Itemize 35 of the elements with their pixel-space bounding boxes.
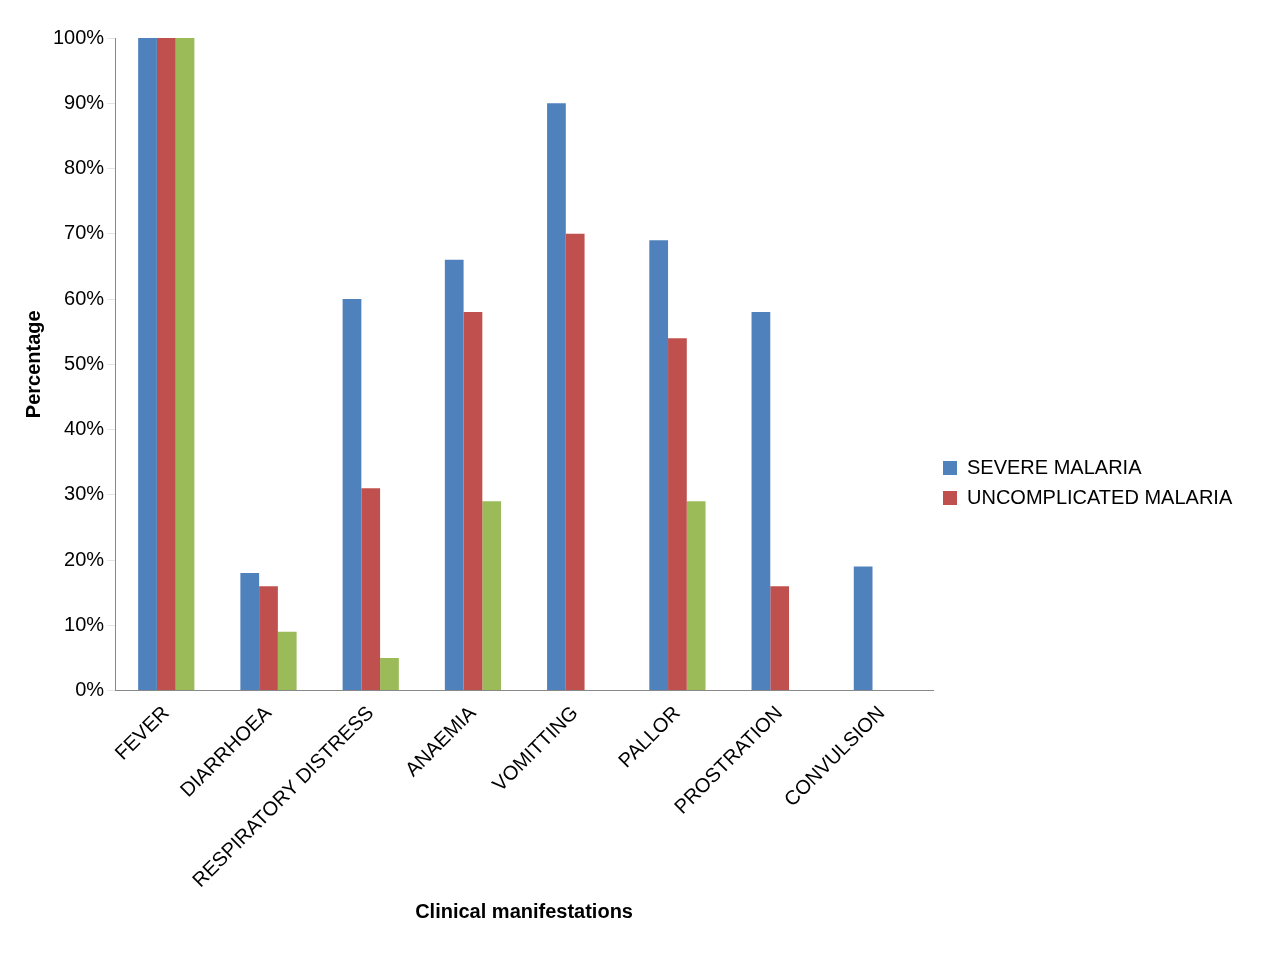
legend-label: SEVERE MALARIA — [967, 455, 1143, 478]
y-tick-label: 30% — [64, 482, 105, 505]
bar — [463, 312, 483, 691]
y-tick-label: 10% — [64, 612, 105, 635]
bar — [156, 38, 176, 691]
y-axis-title: Percentage — [21, 310, 44, 419]
legend-label: UNCOMPLICATED MALARIA — [967, 485, 1233, 508]
bar — [482, 501, 502, 691]
y-tick-label: 90% — [64, 90, 105, 113]
y-tick-label: 40% — [64, 417, 105, 440]
y-tick-label: 70% — [64, 221, 105, 244]
bar — [547, 103, 566, 691]
bar — [259, 586, 278, 691]
y-tick-label: 0% — [75, 678, 105, 701]
bar — [342, 299, 362, 691]
bar — [853, 566, 873, 691]
bar — [240, 573, 260, 691]
y-tick-label: 100% — [53, 25, 105, 48]
bar — [668, 338, 687, 691]
y-tick-label: 20% — [64, 547, 105, 570]
bar — [649, 240, 669, 691]
y-tick-label: 80% — [64, 156, 105, 179]
x-axis-title: Clinical manifestations — [415, 899, 633, 922]
bar — [380, 657, 399, 691]
bar — [444, 259, 464, 691]
bar — [175, 38, 195, 691]
bar — [751, 312, 771, 691]
bar — [138, 38, 157, 691]
bar — [565, 233, 585, 691]
y-tick-label: 60% — [64, 286, 105, 309]
bar — [686, 501, 706, 691]
bar — [277, 631, 297, 691]
y-tick-label: 50% — [64, 351, 105, 374]
bar — [770, 586, 790, 691]
bar — [361, 488, 381, 691]
